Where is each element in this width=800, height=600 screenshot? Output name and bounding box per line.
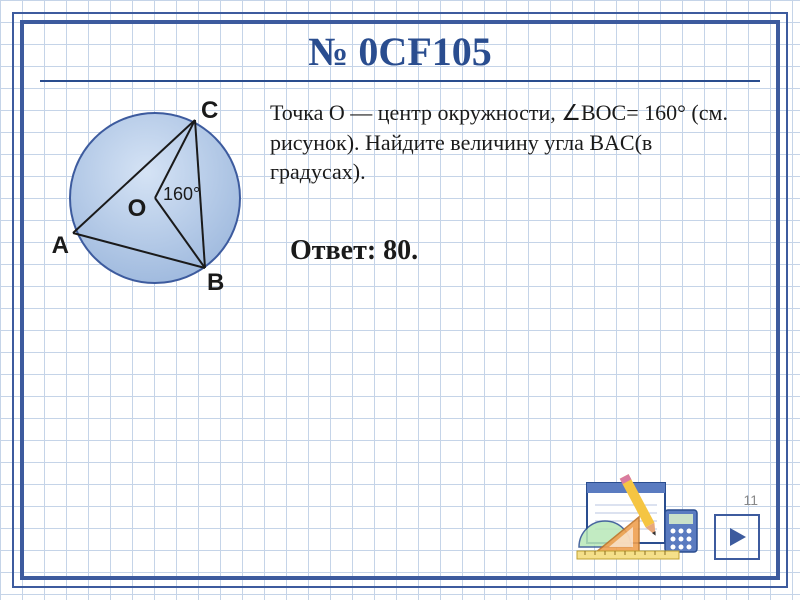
problem-statement: Точка О — центр окружности, ∠BOC= 160° (… [270, 98, 750, 187]
geometry-diagram: А В С О 160° [40, 88, 260, 308]
next-button[interactable] [714, 514, 760, 560]
page-number: 11 [743, 492, 758, 508]
svg-text:А: А [52, 232, 69, 259]
svg-text:В: В [207, 269, 224, 296]
math-tools-icon [575, 465, 705, 560]
svg-text:О: О [128, 195, 147, 222]
svg-text:С: С [201, 97, 218, 124]
play-icon [724, 524, 750, 550]
answer-text: Ответ: 80. [290, 235, 418, 267]
slide-title: № 0CF105 [0, 28, 800, 75]
title-underline [40, 80, 760, 82]
svg-text:160°: 160° [163, 184, 200, 204]
